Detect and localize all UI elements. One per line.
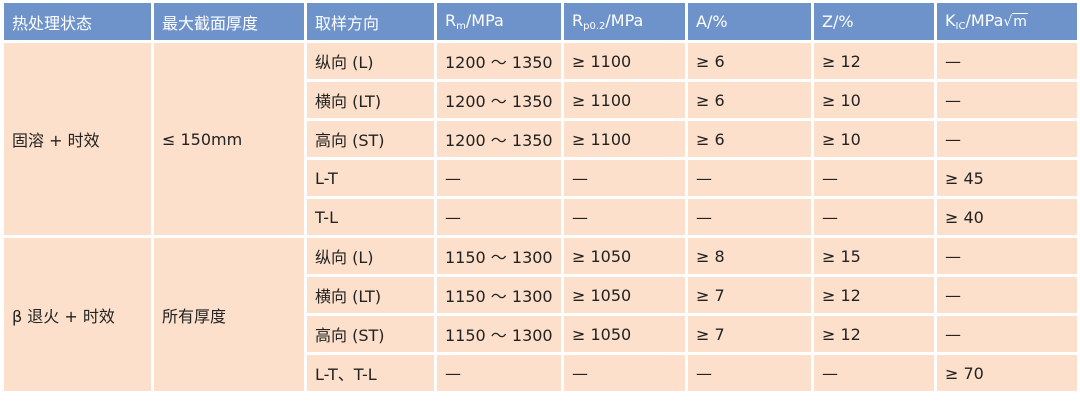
cell-z: — bbox=[811, 196, 937, 238]
sqrt-m: √m bbox=[1003, 13, 1028, 30]
table-row: 固溶 + 时效 ≤ 150mm 纵向 (L) 1200 ～ 1350 ≥ 1100 ≥ 6… bbox=[1, 40, 1080, 238]
cell-rp: ≥ 1050 bbox=[561, 313, 688, 355]
cell-rm: — bbox=[434, 157, 564, 199]
kic-sub: IC bbox=[955, 21, 966, 32]
rp-unit: /MPa bbox=[605, 11, 644, 30]
cell-rm: 1150 ～ 1300 bbox=[434, 235, 564, 277]
cell-direction: L-T bbox=[304, 157, 437, 199]
header-heat-treatment: 热处理状态 bbox=[1, 0, 154, 43]
rm-symbol: R bbox=[445, 11, 457, 30]
cell-z: ≥ 12 bbox=[811, 40, 937, 82]
cell-a: ≥ 6 bbox=[685, 79, 814, 121]
table-row: 横向 (LT) 1200 ～ 1350 ≥ 1100 ≥ 6 ≥ 10— bbox=[3, 79, 1080, 121]
cell-a: — bbox=[685, 196, 814, 238]
properties-table: 热处理状态 最大截面厚度 取样方向 Rm/MPa Rp0.2/MPa A/% Z… bbox=[1, 0, 1080, 394]
cell-rp: — bbox=[561, 196, 688, 238]
table-row: L-T、T-L — — — — ≥ 70 bbox=[3, 352, 1080, 394]
rp-symbol: R bbox=[572, 11, 584, 30]
kic-symbol: K bbox=[945, 11, 956, 30]
header-z: Z/% bbox=[811, 0, 937, 43]
cell-direction: 纵向 (L) bbox=[304, 235, 437, 277]
cell-max-section: 所有厚度 bbox=[151, 235, 307, 394]
cell-rp: — bbox=[561, 352, 688, 394]
cell-a: — bbox=[685, 352, 814, 394]
cell-kic: — bbox=[934, 40, 1080, 82]
cell-kic: — bbox=[934, 274, 1080, 316]
cell-rp: ≥ 1050 bbox=[561, 274, 688, 316]
cell-rm: 1200 ～ 1350 bbox=[434, 118, 564, 160]
sqrt-sign: √ bbox=[1003, 14, 1013, 30]
cell-rp: ≥ 1050 bbox=[561, 235, 688, 277]
cell-a: — bbox=[685, 157, 814, 199]
cell-kic: ≥ 40 bbox=[934, 196, 1080, 238]
cell-direction: 高向 (ST) bbox=[304, 313, 437, 355]
rm-sub: m bbox=[456, 21, 466, 32]
cell-rp: ≥ 1100 bbox=[561, 79, 688, 121]
table-row: 高向 (ST) 1200 ～ 1350 ≥ 1100 ≥ 6 ≥ 10— bbox=[3, 118, 1080, 160]
cell-direction: 横向 (LT) bbox=[304, 274, 437, 316]
cell-z: — bbox=[811, 352, 937, 394]
cell-rm: 1150 ～ 1300 bbox=[434, 274, 564, 316]
table-row: β 退火 + 时效 所有厚度 纵向 (L) 1150 ～ 1300 ≥ 1050 ≥ 8 ≥… bbox=[1, 235, 1080, 394]
cell-rm: — bbox=[434, 196, 564, 238]
cell-kic: ≥ 45 bbox=[934, 157, 1080, 199]
cell-max-section: ≤ 150mm bbox=[151, 40, 307, 238]
cell-direction: T-L bbox=[304, 196, 437, 238]
cell-z: ≥ 10 bbox=[811, 79, 937, 121]
cell-rm: 1150 ～ 1300 bbox=[434, 313, 564, 355]
cell-z: ≥ 12 bbox=[811, 274, 937, 316]
table-row: 横向 (LT) 1150 ～ 1300 ≥ 1050 ≥ 7 ≥ 12— bbox=[3, 274, 1080, 316]
header-direction: 取样方向 bbox=[304, 0, 437, 43]
table-row: L-T — — — — ≥ 45 bbox=[3, 157, 1080, 199]
table-row: T-L — — — — ≥ 40 bbox=[3, 196, 1080, 238]
cell-rm: — bbox=[434, 352, 564, 394]
header-rm: Rm/MPa bbox=[434, 0, 564, 43]
header-max-section: 最大截面厚度 bbox=[151, 0, 307, 43]
cell-heat-treatment: 固溶 + 时效 bbox=[1, 40, 154, 238]
cell-direction: 纵向 (L) bbox=[304, 40, 437, 82]
cell-a: ≥ 7 bbox=[685, 313, 814, 355]
header-row: 热处理状态 最大截面厚度 取样方向 Rm/MPa Rp0.2/MPa A/% Z… bbox=[1, 0, 1080, 43]
cell-a: ≥ 6 bbox=[685, 40, 814, 82]
cell-direction: L-T、T-L bbox=[304, 352, 437, 394]
cell-rm: 1200 ～ 1350 bbox=[434, 79, 564, 121]
cell-direction: 横向 (LT) bbox=[304, 79, 437, 121]
header-kic: KIC/MPa√m bbox=[934, 0, 1080, 43]
kic-unit: /MPa bbox=[965, 11, 1004, 30]
cell-kic: — bbox=[934, 313, 1080, 355]
header-a: A/% bbox=[685, 0, 814, 43]
cell-a: ≥ 7 bbox=[685, 274, 814, 316]
cell-z: ≥ 10 bbox=[811, 118, 937, 160]
cell-a: ≥ 6 bbox=[685, 118, 814, 160]
cell-kic: ≥ 70 bbox=[934, 352, 1080, 394]
cell-rp: ≥ 1100 bbox=[561, 118, 688, 160]
cell-z: ≥ 15 bbox=[811, 235, 937, 277]
cell-z: — bbox=[811, 157, 937, 199]
header-rp: Rp0.2/MPa bbox=[561, 0, 688, 43]
cell-z: ≥ 12 bbox=[811, 313, 937, 355]
table-row: 高向 (ST) 1150 ～ 1300 ≥ 1050 ≥ 7 ≥ 12— bbox=[3, 313, 1080, 355]
rp-sub: p0.2 bbox=[583, 21, 606, 32]
sqrt-arg: m bbox=[1012, 13, 1028, 30]
cell-rp: — bbox=[561, 157, 688, 199]
cell-rp: ≥ 1100 bbox=[561, 40, 688, 82]
cell-direction: 高向 (ST) bbox=[304, 118, 437, 160]
cell-kic: — bbox=[934, 118, 1080, 160]
cell-kic: — bbox=[934, 235, 1080, 277]
cell-a: ≥ 8 bbox=[685, 235, 814, 277]
cell-rm: 1200 ～ 1350 bbox=[434, 40, 564, 82]
cell-kic: — bbox=[934, 79, 1080, 121]
cell-heat-treatment: β 退火 + 时效 bbox=[1, 235, 154, 394]
rm-unit: /MPa bbox=[465, 11, 504, 30]
